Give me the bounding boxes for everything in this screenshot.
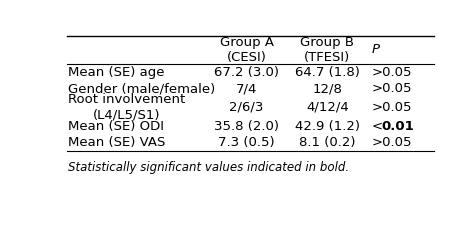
Text: <: < bbox=[372, 120, 383, 132]
Text: 64.7 (1.8): 64.7 (1.8) bbox=[295, 66, 360, 79]
Text: 7/4: 7/4 bbox=[236, 82, 257, 95]
Text: Group B
(TFESI): Group B (TFESI) bbox=[301, 36, 355, 64]
Text: 42.9 (1.2): 42.9 (1.2) bbox=[295, 120, 360, 132]
Text: 2/6/3: 2/6/3 bbox=[229, 101, 264, 114]
Text: >0.05: >0.05 bbox=[372, 82, 412, 95]
Text: 7.3 (0.5): 7.3 (0.5) bbox=[219, 136, 275, 149]
Text: 35.8 (2.0): 35.8 (2.0) bbox=[214, 120, 279, 132]
Text: Mean (SE) age: Mean (SE) age bbox=[68, 66, 165, 79]
Text: >0.05: >0.05 bbox=[372, 101, 412, 114]
Text: Statistically significant values indicated in bold.: Statistically significant values indicat… bbox=[68, 161, 349, 174]
Text: 0.01: 0.01 bbox=[382, 120, 414, 132]
Text: 8.1 (0.2): 8.1 (0.2) bbox=[299, 136, 356, 149]
Text: Group A
(CESI): Group A (CESI) bbox=[219, 36, 273, 64]
Text: 12/8: 12/8 bbox=[312, 82, 342, 95]
Text: Root involvement
(L4/L5/S1): Root involvement (L4/L5/S1) bbox=[68, 93, 186, 121]
Text: 4/12/4: 4/12/4 bbox=[306, 101, 349, 114]
Text: 67.2 (3.0): 67.2 (3.0) bbox=[214, 66, 279, 79]
Text: Mean (SE) VAS: Mean (SE) VAS bbox=[68, 136, 166, 149]
Text: Mean (SE) ODI: Mean (SE) ODI bbox=[68, 120, 164, 132]
Text: P: P bbox=[372, 43, 380, 56]
Text: >0.05: >0.05 bbox=[372, 66, 412, 79]
Text: Gender (male/female): Gender (male/female) bbox=[68, 82, 216, 95]
Text: >0.05: >0.05 bbox=[372, 136, 412, 149]
